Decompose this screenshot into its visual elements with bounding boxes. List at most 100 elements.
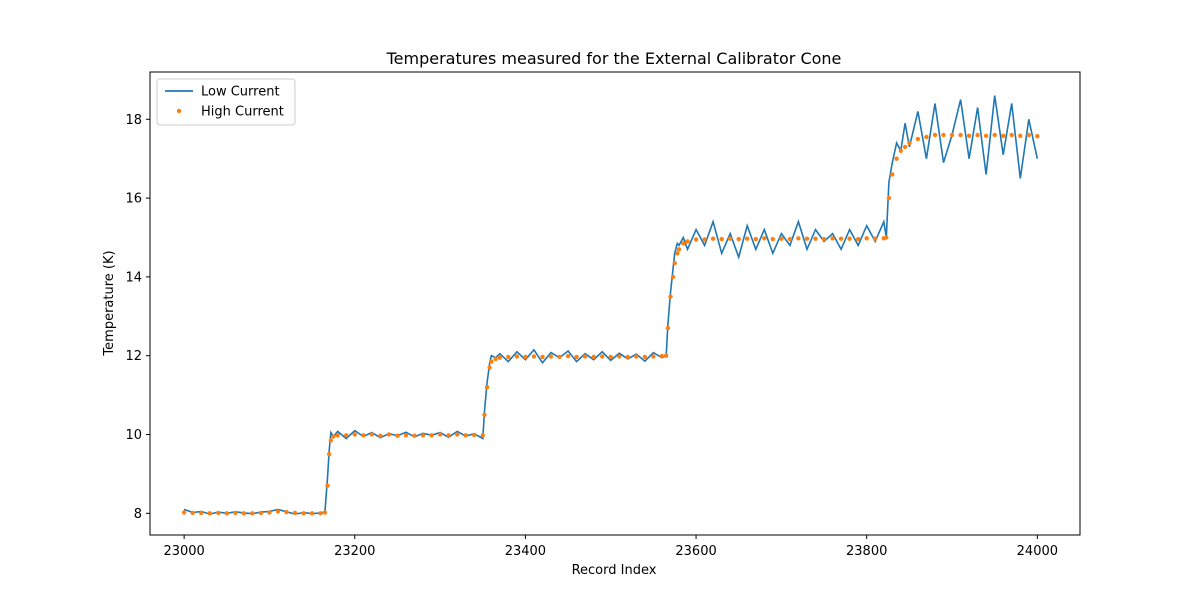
data-point (241, 511, 247, 516)
legend: Low Current High Current (156, 78, 296, 126)
data-point (600, 354, 605, 359)
data-point (328, 438, 334, 443)
data-point (284, 509, 289, 515)
data-point (487, 365, 492, 370)
data-point (199, 510, 204, 516)
legend-label: Low Current (201, 85, 280, 100)
data-point (344, 433, 349, 438)
data-point (591, 354, 596, 360)
data-point (702, 237, 707, 242)
data-point (672, 260, 677, 266)
data-point (565, 353, 571, 359)
data-point (651, 354, 656, 359)
data-point (983, 133, 989, 138)
data-point (233, 510, 238, 516)
data-point (884, 235, 889, 240)
y-tick-label: 12 (125, 349, 142, 364)
data-point (668, 294, 673, 299)
data-point (675, 251, 680, 256)
data-point (1009, 132, 1014, 138)
data-point (258, 510, 264, 516)
data-point (753, 236, 758, 242)
data-point (557, 354, 562, 360)
data-point (665, 325, 671, 331)
data-point (489, 359, 494, 364)
data-point (873, 236, 878, 241)
data-point (181, 510, 187, 515)
data-point (670, 274, 676, 280)
data-point (975, 132, 980, 138)
data-point (838, 236, 844, 241)
data-point (894, 156, 899, 161)
data-point (992, 132, 997, 138)
data-point (608, 354, 613, 360)
data-point (369, 432, 374, 437)
data-point (472, 432, 477, 438)
series-line (183, 95, 1039, 515)
data-point (796, 236, 801, 241)
data-point (292, 510, 298, 516)
data-point (395, 433, 400, 438)
data-point (681, 241, 686, 246)
plot-area (181, 95, 1040, 516)
data-point (412, 433, 417, 438)
data-point (275, 509, 281, 514)
data-point (664, 353, 669, 358)
x-axis-label: Record Index (572, 563, 657, 578)
data-point (659, 353, 665, 359)
data-point (540, 354, 545, 360)
data-point (352, 432, 357, 437)
chart-title: Temperatures measured for the External C… (386, 49, 842, 68)
data-point (770, 236, 775, 242)
data-point (625, 354, 630, 360)
data-point (924, 134, 929, 140)
data-point (693, 237, 699, 242)
data-point (514, 354, 520, 359)
data-point (327, 452, 332, 457)
data-point (335, 433, 340, 438)
data-point (728, 236, 733, 241)
data-point (966, 133, 972, 138)
x-tick-label: 23400 (505, 544, 546, 559)
data-point (437, 432, 443, 437)
data-point (634, 354, 639, 359)
data-point (719, 236, 724, 242)
data-point (830, 236, 835, 241)
data-point (902, 144, 908, 150)
x-tick-label: 24000 (1017, 544, 1058, 559)
data-point (378, 433, 383, 438)
data-point (898, 148, 903, 153)
x-tick-label: 23600 (675, 544, 716, 559)
data-point (224, 511, 229, 516)
data-point (685, 239, 690, 244)
data-point (446, 433, 451, 438)
data-point (493, 356, 498, 362)
data-point (1026, 132, 1032, 138)
data-point (322, 510, 328, 515)
data-point (484, 385, 490, 390)
data-point (642, 354, 648, 360)
data-point (676, 247, 682, 252)
data-point (482, 412, 487, 417)
y-axis-label: Temperature (K) (102, 250, 117, 356)
data-point (864, 236, 869, 241)
data-point (1001, 133, 1006, 138)
data-point (813, 236, 818, 241)
data-point (361, 433, 366, 438)
data-point (1035, 134, 1040, 139)
data-point (497, 355, 502, 360)
data-point (531, 354, 537, 359)
data-point (301, 511, 306, 516)
data-point (1018, 133, 1023, 138)
data-point (455, 432, 460, 437)
data-point (915, 136, 921, 142)
data-point (821, 236, 827, 242)
data-point (548, 354, 554, 359)
data-point (736, 236, 741, 242)
y-tick-label: 10 (125, 428, 142, 443)
data-point (804, 236, 810, 241)
y-tick-label: 18 (125, 113, 142, 128)
data-point (574, 354, 579, 360)
y-tick-label: 14 (125, 270, 142, 285)
